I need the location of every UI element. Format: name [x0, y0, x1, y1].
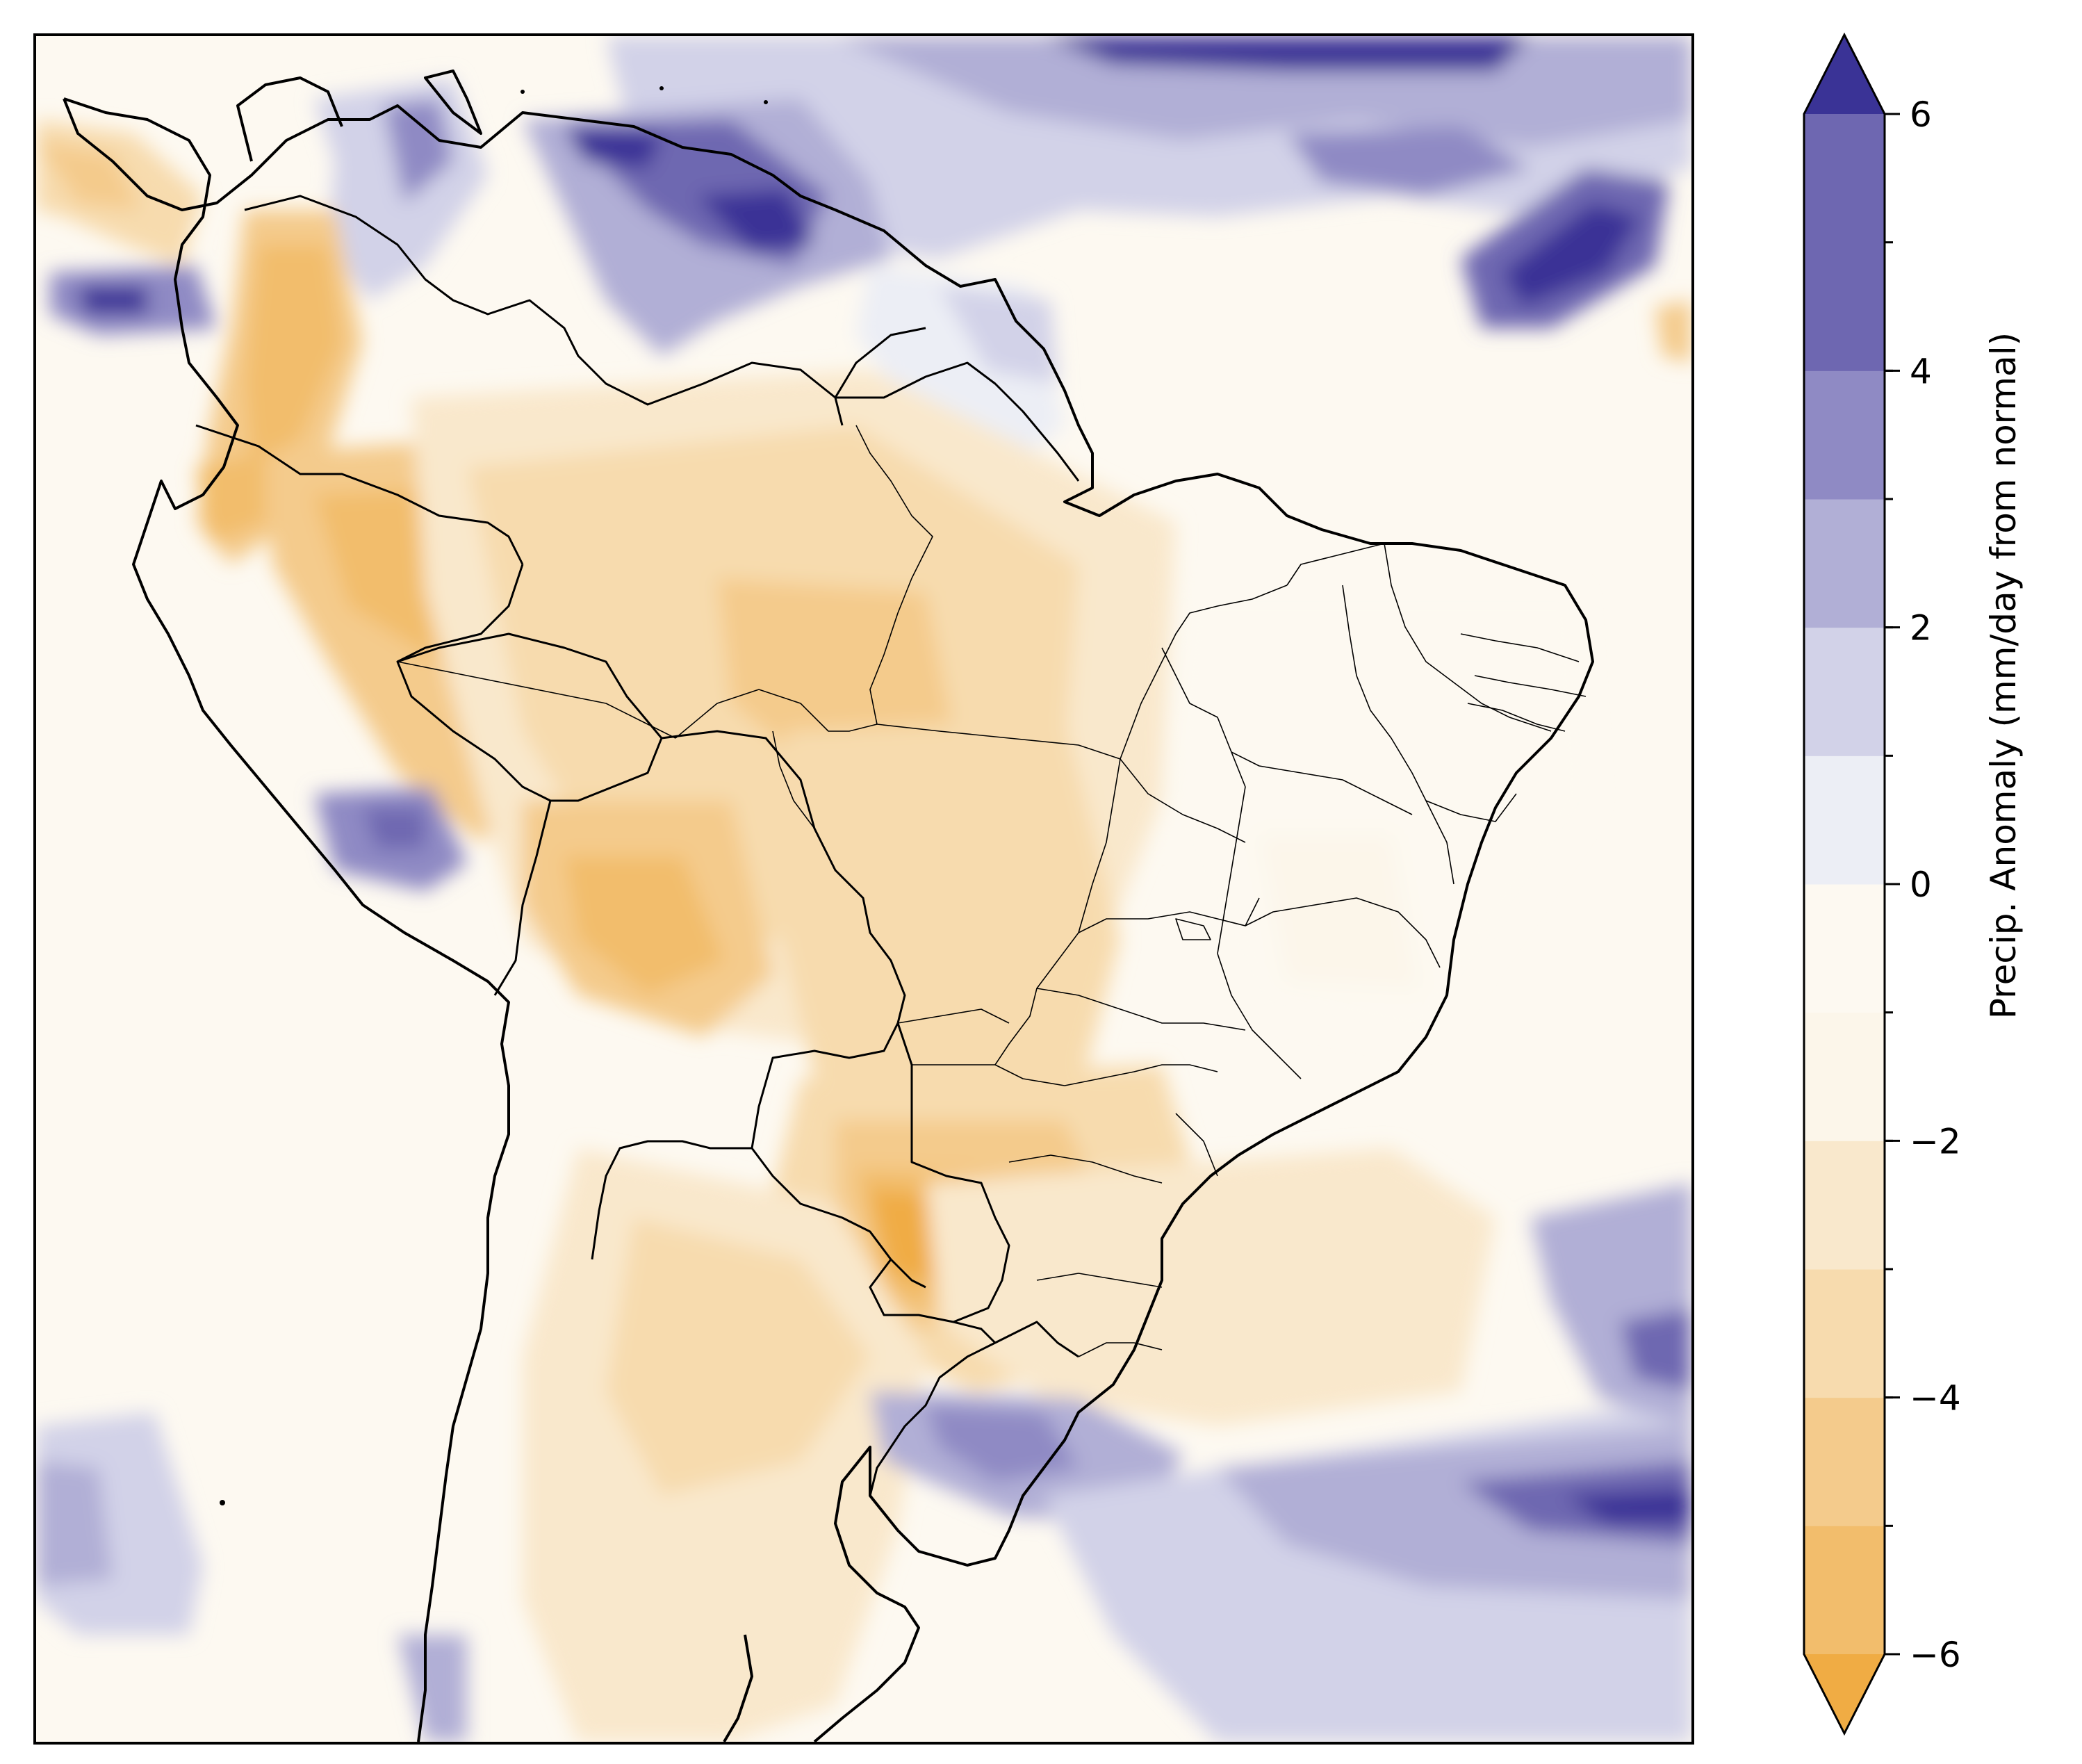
state-borders [397, 425, 1587, 1357]
islands [220, 86, 768, 1505]
colorbar-tick-label: 4 [1910, 351, 1932, 391]
colorbar-tick-label: −6 [1910, 1635, 1961, 1675]
colorbar-band [1804, 242, 1885, 371]
coastline [63, 70, 1594, 1742]
colorbar-tick-label: 2 [1910, 608, 1932, 648]
anomaly-field [36, 36, 1691, 1742]
colorbar-tick-label: −2 [1910, 1121, 1961, 1161]
colorbar-extend-high [1804, 35, 1885, 114]
colorbar-bands [1804, 114, 1885, 1655]
colorbar-tick-label: 6 [1910, 95, 1932, 135]
colorbar-label: Precip. Anomaly (mm/day from normal) [1983, 332, 2024, 1019]
colorbar-band [1804, 1526, 1885, 1655]
colorbar-ticks: −6 −4 −2 0 2 4 6 [1885, 95, 1961, 1675]
country-borders [195, 195, 1080, 1496]
colorbar-band [1804, 114, 1885, 243]
colorbar-band [1804, 1397, 1885, 1526]
colorbar-band [1804, 1141, 1885, 1270]
colorbar-band [1804, 627, 1885, 756]
map-panel [33, 33, 1694, 1745]
colorbar-band [1804, 1012, 1885, 1141]
colorbar-band [1804, 499, 1885, 628]
precipitation-anomaly-map [36, 36, 1691, 1742]
colorbar: −6 −4 −2 0 2 4 6 Precip. Anomaly (mm/day from … [1803, 32, 2024, 1736]
colorbar-tick-label: 0 [1910, 865, 1932, 905]
colorbar-extend-low [1804, 1654, 1885, 1733]
colorbar-band [1804, 1269, 1885, 1398]
colorbar-tick-label: −4 [1910, 1378, 1961, 1419]
colorbar-band [1804, 884, 1885, 1013]
colorbar-band [1804, 756, 1885, 885]
colorbar-band [1804, 370, 1885, 500]
